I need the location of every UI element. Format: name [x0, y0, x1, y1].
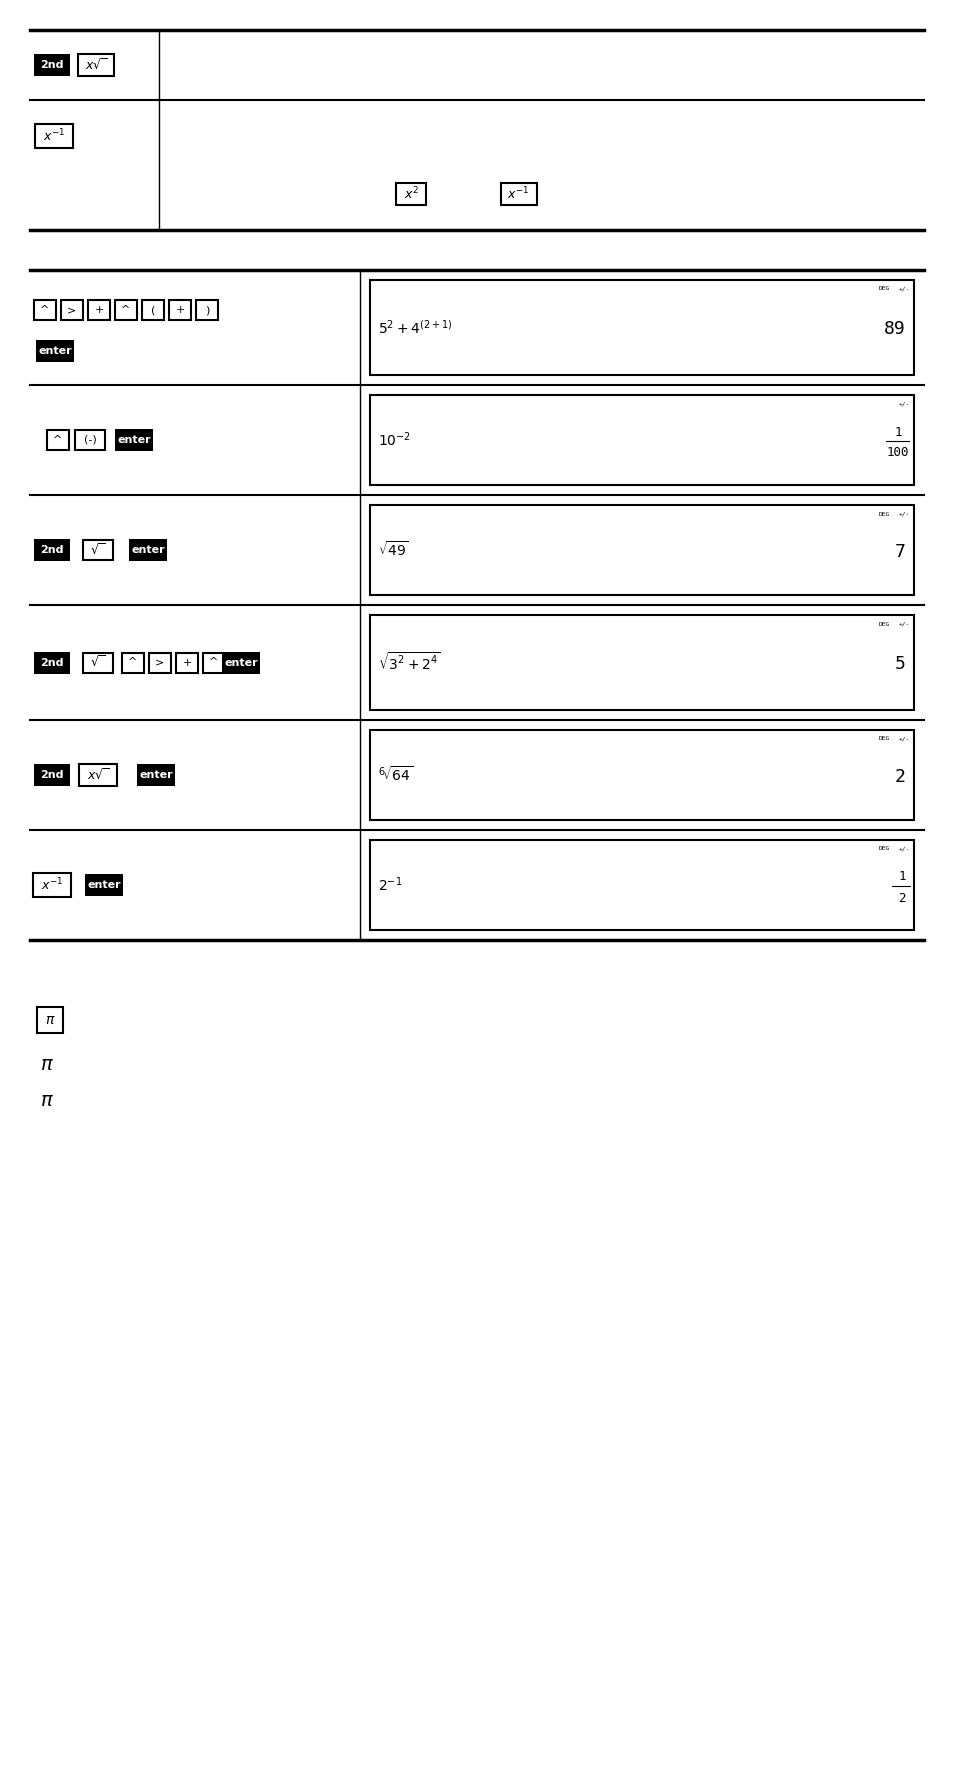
Text: 2nd: 2nd	[40, 61, 64, 70]
Text: +/-: +/-	[898, 737, 908, 741]
Text: $^6\!\sqrt{64}$: $^6\!\sqrt{64}$	[377, 766, 413, 784]
Text: enter: enter	[38, 345, 71, 356]
Text: (-): (-)	[84, 435, 96, 445]
Text: +: +	[94, 306, 104, 315]
Bar	[195, 301, 218, 320]
Bar	[370, 841, 913, 930]
Text: $5^2+4^{(2+1)}$: $5^2+4^{(2+1)}$	[377, 318, 452, 336]
Text: DEG: DEG	[878, 512, 889, 517]
Bar	[75, 429, 105, 451]
Text: 89: 89	[883, 320, 905, 338]
Bar	[34, 764, 70, 785]
Text: $x^{-1}$: $x^{-1}$	[43, 129, 65, 145]
Bar	[370, 730, 913, 819]
Bar	[203, 653, 225, 673]
Text: enter: enter	[139, 769, 172, 780]
Text: ^: ^	[53, 435, 63, 445]
Text: $x^{-1}$: $x^{-1}$	[507, 186, 529, 202]
Text: $\pi$: $\pi$	[45, 1013, 55, 1027]
Bar	[83, 540, 112, 560]
Bar	[142, 301, 164, 320]
Text: $\sqrt{\,}$: $\sqrt{\,}$	[91, 655, 106, 671]
Bar	[34, 301, 56, 320]
Text: $x\sqrt{\,}$: $x\sqrt{\,}$	[87, 767, 110, 782]
Bar	[85, 875, 123, 896]
Text: DEG: DEG	[878, 621, 889, 626]
Text: 100: 100	[886, 447, 908, 460]
Text: $x\sqrt{\,}$: $x\sqrt{\,}$	[85, 57, 108, 73]
Text: 7: 7	[894, 542, 905, 560]
Bar	[115, 301, 137, 320]
Text: enter: enter	[117, 435, 151, 445]
Bar	[79, 764, 117, 785]
Text: +/-: +/-	[898, 846, 908, 852]
Text: 2nd: 2nd	[40, 658, 64, 667]
Text: +: +	[175, 306, 185, 315]
Text: $\sqrt{\,}$: $\sqrt{\,}$	[91, 542, 106, 558]
Text: ^: ^	[40, 306, 50, 315]
Text: 2: 2	[898, 891, 904, 905]
Bar	[370, 395, 913, 485]
Text: ): )	[205, 306, 209, 315]
Text: enter: enter	[224, 658, 257, 667]
Text: 1: 1	[893, 426, 901, 438]
Bar	[115, 429, 152, 451]
Bar	[36, 340, 74, 361]
Text: 2nd: 2nd	[40, 546, 64, 555]
Bar	[37, 1007, 63, 1032]
Bar	[122, 653, 144, 673]
Text: DEG: DEG	[878, 737, 889, 741]
Text: ^: ^	[128, 658, 137, 667]
Text: enter: enter	[132, 546, 165, 555]
Text: ^: ^	[121, 306, 131, 315]
Bar	[370, 615, 913, 710]
Text: $x^2$: $x^2$	[403, 186, 418, 202]
Bar	[370, 281, 913, 376]
Text: +: +	[182, 658, 192, 667]
Text: (: (	[151, 306, 155, 315]
Text: $\pi$: $\pi$	[40, 1056, 54, 1075]
Text: DEG: DEG	[878, 286, 889, 292]
Text: +/-: +/-	[898, 286, 908, 292]
Bar	[137, 764, 174, 785]
Text: >: >	[68, 306, 76, 315]
Text: $x^{-1}$: $x^{-1}$	[41, 877, 63, 893]
Text: 2nd: 2nd	[40, 769, 64, 780]
Text: ^: ^	[209, 658, 218, 667]
Bar	[33, 873, 71, 896]
Bar	[370, 504, 913, 596]
Text: $10^{-2}$: $10^{-2}$	[377, 431, 411, 449]
Bar	[169, 301, 191, 320]
Text: $\pi$: $\pi$	[40, 1091, 54, 1109]
Text: >: >	[155, 658, 165, 667]
Bar	[222, 651, 260, 673]
Text: +/-: +/-	[898, 401, 908, 406]
Bar	[34, 651, 70, 673]
Text: 2: 2	[894, 767, 905, 785]
Text: 1: 1	[898, 871, 904, 884]
Bar	[88, 301, 110, 320]
Bar	[500, 182, 536, 204]
Bar	[35, 125, 73, 148]
Text: $\sqrt{49}$: $\sqrt{49}$	[377, 540, 409, 560]
Text: $2^{-1}$: $2^{-1}$	[377, 875, 402, 894]
Bar	[129, 538, 167, 562]
Bar	[61, 301, 83, 320]
Bar	[34, 538, 70, 562]
Bar	[149, 653, 171, 673]
Bar	[83, 653, 112, 673]
Text: 5: 5	[894, 655, 905, 673]
Text: enter: enter	[87, 880, 121, 889]
Bar	[175, 653, 198, 673]
Text: DEG: DEG	[878, 846, 889, 852]
Text: $\sqrt{3^2+2^4}$: $\sqrt{3^2+2^4}$	[377, 651, 440, 673]
Bar	[396, 182, 426, 204]
Bar	[47, 429, 69, 451]
Bar	[34, 54, 70, 75]
Text: +/-: +/-	[898, 512, 908, 517]
Bar	[78, 54, 113, 75]
Text: +/-: +/-	[898, 621, 908, 626]
